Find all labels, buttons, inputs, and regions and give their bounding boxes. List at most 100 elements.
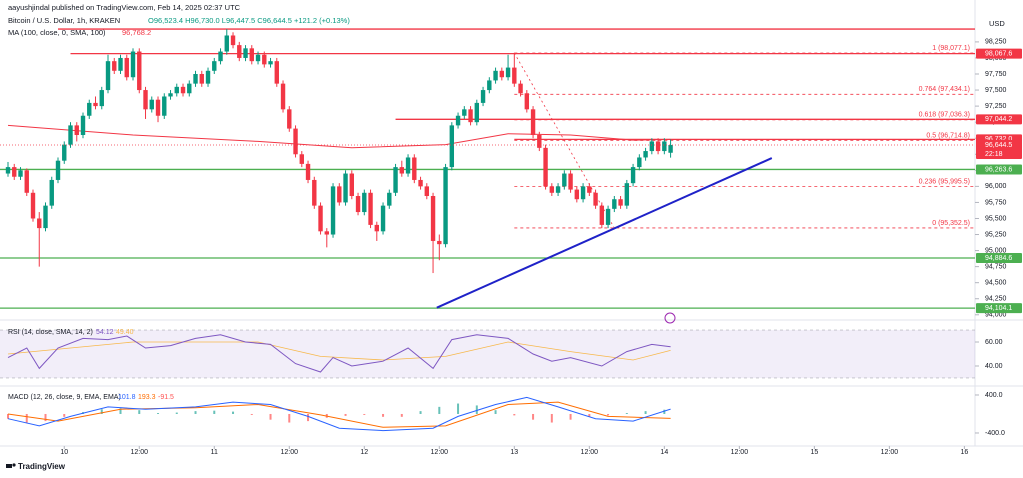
candle-body <box>524 93 530 110</box>
macd-hist-bar <box>25 413 28 423</box>
macd-hist-bar <box>44 413 47 422</box>
candle-body <box>643 151 648 158</box>
candle-body <box>299 154 304 164</box>
level-tag-label: 94,884.6 <box>985 255 1012 262</box>
candle-body <box>18 170 23 177</box>
event-icon[interactable] <box>664 312 676 324</box>
symbol: Bitcoin / U.S. Dollar, 1h, KRAKEN <box>8 16 120 25</box>
y-tick-label: 97,500 <box>985 87 1007 94</box>
x-tick-label: 10 <box>60 449 68 456</box>
candle-body <box>174 86 179 94</box>
macd-hist-bar <box>344 413 347 416</box>
y-tick-label: 98,250 <box>985 39 1007 46</box>
fib-swing <box>513 52 615 229</box>
candle-body <box>437 240 442 245</box>
level-tag <box>976 164 1022 175</box>
candle-body <box>262 54 267 65</box>
candle-body <box>180 86 186 94</box>
candle-body <box>243 48 248 58</box>
candle-body <box>287 109 292 129</box>
macd-hist-bar <box>250 413 253 415</box>
countdown: 22:18 <box>985 151 1003 158</box>
macd-readout: 193.3 <box>138 394 156 401</box>
candle-body <box>99 90 104 107</box>
macd-hist-bar <box>307 413 310 422</box>
candle-body <box>668 144 673 153</box>
candle-body <box>405 157 411 174</box>
level-tag <box>976 252 1022 263</box>
candle-body <box>580 186 586 200</box>
candle-body <box>455 115 461 126</box>
macd-readout: -91.5 <box>158 394 174 401</box>
x-tick-label: 11 <box>211 449 218 456</box>
level-tag-label: 98,067.6 <box>985 50 1012 57</box>
candle-body <box>280 83 286 110</box>
candle-body <box>330 186 336 235</box>
macd-hist-bar <box>663 409 666 414</box>
candle-body <box>49 179 54 206</box>
fib-label: 1 (98,077.1) <box>932 45 970 52</box>
candle-body <box>168 93 173 97</box>
x-tick-label: 12 <box>360 449 368 456</box>
candle-body <box>105 61 111 91</box>
last-price-label: 96,644.5 <box>985 142 1012 149</box>
candle-body <box>218 51 223 62</box>
y-tick-label: 97,750 <box>985 71 1007 78</box>
x-tick-label: 15 <box>810 449 818 456</box>
candle-body <box>155 99 161 116</box>
candle-body <box>293 128 298 155</box>
macd-hist-bar <box>400 413 403 417</box>
currency: USD <box>989 19 1005 28</box>
level-tag <box>976 303 1022 314</box>
candle-body <box>549 186 555 193</box>
candle-body <box>74 125 79 136</box>
y-tick-label: 95,750 <box>985 199 1007 206</box>
macd-hist-bar <box>438 406 441 414</box>
candle-body <box>124 57 129 78</box>
macd-hist-bar <box>138 410 141 414</box>
macd-hist-bar <box>363 413 366 415</box>
candle-body <box>512 67 517 84</box>
candle-body <box>230 35 236 46</box>
candle-body <box>393 167 398 193</box>
candle-body <box>624 183 630 206</box>
level-tag <box>976 114 1022 125</box>
macd-hist-bar <box>588 413 591 417</box>
candle-body <box>137 51 142 91</box>
candle-body <box>130 51 136 78</box>
candle-body <box>655 141 661 152</box>
candle-body <box>399 167 405 174</box>
candle-body <box>412 157 417 180</box>
candle-body <box>24 170 29 193</box>
candle-body <box>68 125 73 145</box>
candle-body <box>574 189 580 200</box>
level-tag-label: 96,263.6 <box>985 166 1012 173</box>
candle-body <box>30 192 36 219</box>
candle-body <box>199 74 204 84</box>
macd-signal <box>7 401 671 428</box>
candle-body <box>430 196 436 241</box>
candle-body <box>568 173 573 190</box>
footer-logo <box>6 463 16 468</box>
candle-body <box>249 48 254 62</box>
macd-hist-bar <box>550 413 553 423</box>
y-tick-label: 95,000 <box>985 247 1007 254</box>
candle-body <box>12 167 17 177</box>
macd-hist-bar <box>63 413 66 417</box>
fib-label: 0.618 (97,036.3) <box>919 112 970 119</box>
candle-body <box>380 205 386 232</box>
candle-body <box>343 173 348 203</box>
level-tag-label: 94,104.1 <box>985 305 1012 312</box>
macd-hist-bar <box>625 413 628 414</box>
x-tick-label: 12:00 <box>731 449 749 456</box>
macd-hist-bar <box>569 413 572 420</box>
candle-body <box>237 45 242 58</box>
rsi-title: RSI (14, close, SMA, 14, 2) <box>8 329 93 336</box>
macd-line <box>7 396 671 432</box>
candle-body <box>630 167 636 184</box>
x-tick-label: 12:00 <box>281 449 299 456</box>
candle-body <box>424 186 430 197</box>
rsi-value: 54.12 <box>96 329 114 336</box>
candle-body <box>355 196 361 213</box>
candle-body <box>605 208 611 225</box>
